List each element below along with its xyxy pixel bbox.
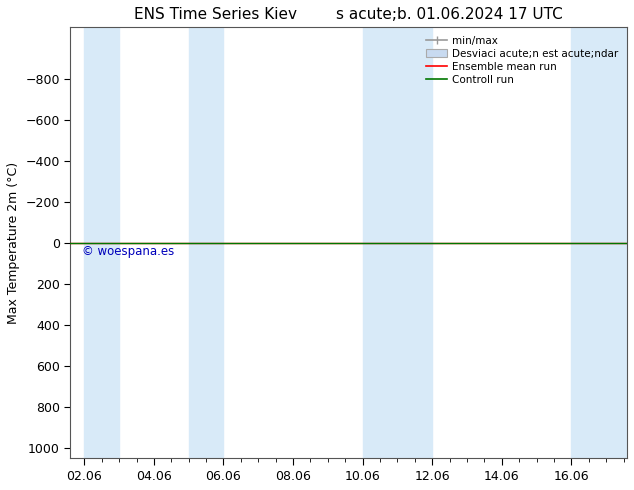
Bar (189, 27, 224, 458)
Bar (606, 27, 634, 458)
Bar (363, 27, 398, 458)
Legend: min/max, Desviaci acute;n est acute;ndar, Ensemble mean run, Controll run: min/max, Desviaci acute;n est acute;ndar… (424, 32, 622, 88)
Title: ENS Time Series Kiev        s acute;b. 01.06.2024 17 UTC: ENS Time Series Kiev s acute;b. 01.06.20… (134, 7, 563, 22)
Bar (571, 27, 606, 458)
Y-axis label: Max Temperature 2m (°C): Max Temperature 2m (°C) (7, 162, 20, 324)
Text: © woespana.es: © woespana.es (82, 245, 174, 258)
Bar (398, 27, 432, 458)
Bar (84, 27, 119, 458)
